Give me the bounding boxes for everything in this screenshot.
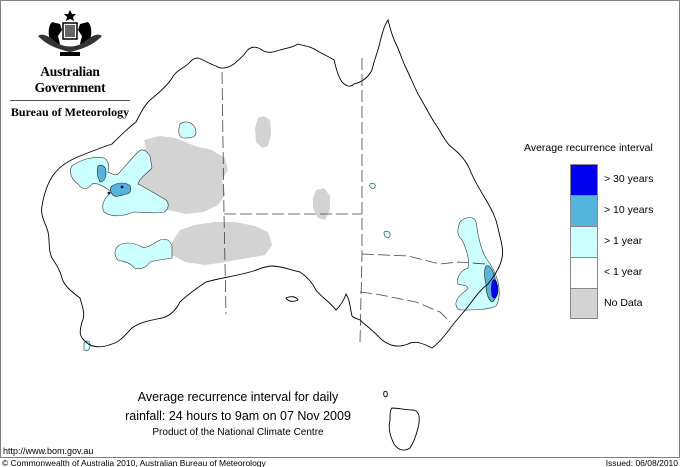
legend-label: > 30 years (604, 173, 654, 185)
caption-line-1: Average recurrence interval for daily (137, 390, 339, 404)
legend-label: < 1 year (604, 266, 643, 278)
legend-label: > 10 years (604, 204, 654, 216)
legend-swatch (570, 226, 598, 257)
logo-divider (10, 100, 130, 101)
caption-line-3: Product of the National Climate Centre (152, 427, 324, 438)
coastline (41, 18, 503, 451)
legend-label: > 1 year (604, 235, 643, 247)
copyright-text: © Commonwealth of Australia 2010, Austra… (2, 458, 266, 467)
gt1-year-regions (70, 121, 500, 352)
map-caption: Average recurrence interval for daily ra… (108, 388, 368, 439)
legend-swatch (570, 288, 598, 319)
map-frame (0, 0, 680, 457)
bom-logo: Australian Government Bureau of Meteorol… (8, 8, 132, 120)
australia-map (41, 18, 503, 451)
bom-url-link[interactable]: http://www.bom.gov.au (3, 446, 94, 456)
government-title: Australian Government (34, 64, 106, 95)
no-data-regions (134, 116, 330, 265)
gt30-year-regions (107, 185, 499, 299)
legend-swatch (570, 257, 598, 288)
legend-swatch (570, 195, 598, 226)
legend-title: Average recurrence interval (524, 142, 653, 154)
agency-title: Bureau of Meteorology (10, 105, 130, 119)
footer-bar: © Commonwealth of Australia 2010, Austra… (0, 457, 680, 467)
legend-swatch (570, 164, 598, 195)
coat-of-arms-icon (38, 10, 102, 56)
legend-label: No Data (604, 297, 643, 309)
state-borders (221, 58, 487, 343)
issued-date: Issued: 06/08/2010 (605, 458, 678, 467)
caption-line-2: rainfall: 24 hours to 9am on 07 Nov 2009 (125, 409, 351, 423)
